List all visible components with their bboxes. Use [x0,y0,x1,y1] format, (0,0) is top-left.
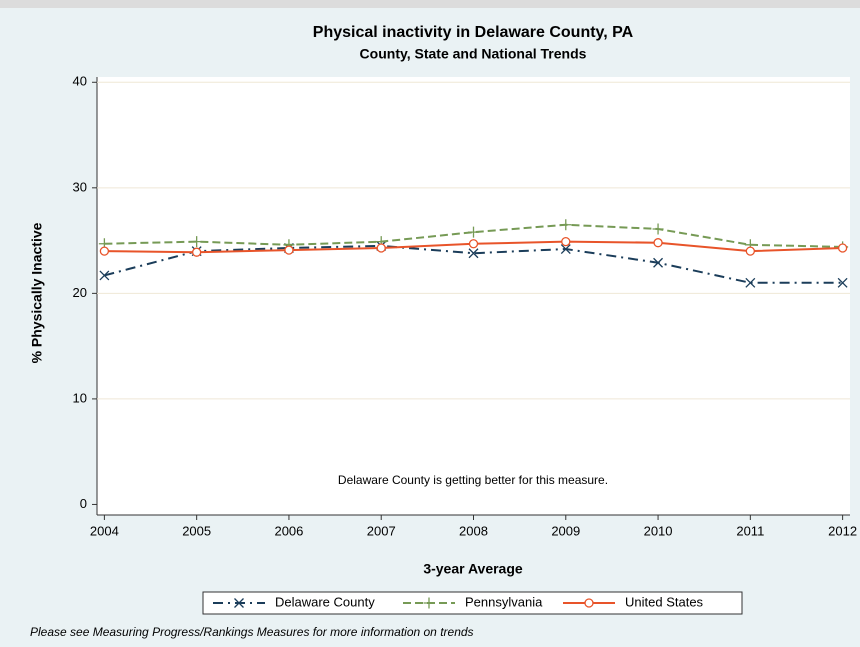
x-tick-label: 2009 [551,523,580,538]
data-point [99,246,110,256]
x-tick-label: 2006 [274,523,303,538]
x-axis-label: 3-year Average [423,561,523,577]
legend-box [202,591,743,615]
series-line [104,223,843,248]
top-strip [0,0,860,8]
data-point [191,236,203,248]
legend-label: Pennsylvania [465,594,543,609]
data-point [561,236,571,247]
y-axis-label: % Physically Inactive [29,222,45,363]
legend-label: United States [625,594,704,609]
x-tick-label: 2005 [182,523,211,538]
chart-title: Physical inactivity in Delaware County, … [313,24,634,41]
data-point [653,238,663,248]
x-tick-label: 2011 [736,523,764,538]
data-point [653,257,664,268]
annotation: Delaware County is getting better for th… [338,473,608,487]
data-point [837,243,848,253]
y-tick-label: 40 [73,74,87,89]
legend-marker [423,597,435,609]
data-point [652,223,664,235]
data-point [192,247,202,257]
data-point [560,219,572,231]
plot-area [97,77,850,515]
legend-label: Delaware County [275,594,375,609]
x-tick-label: 2007 [367,523,396,538]
data-point [837,277,848,288]
data-point [745,246,755,256]
x-tick-label: 2004 [90,523,119,538]
data-point [560,244,571,254]
footnote: Please see Measuring Progress/Rankings M… [30,625,474,639]
data-point [376,243,386,253]
x-tick-label: 2012 [828,523,857,538]
chart-subtitle: County, State and National Trends [360,46,587,62]
series-line [104,244,843,284]
y-tick-label: 20 [73,285,87,300]
data-point [99,270,110,281]
x-tick-label: 2008 [459,523,488,538]
x-tick-label: 2010 [644,523,673,538]
data-point [468,239,479,249]
y-tick-label: 0 [80,496,87,511]
data-point [745,277,756,288]
legend-marker [584,598,594,608]
y-tick-label: 10 [73,390,87,405]
data-point [468,226,479,238]
data-point [468,248,479,259]
y-tick-label: 30 [73,179,87,194]
legend-marker [234,598,244,608]
data-point [284,245,294,255]
